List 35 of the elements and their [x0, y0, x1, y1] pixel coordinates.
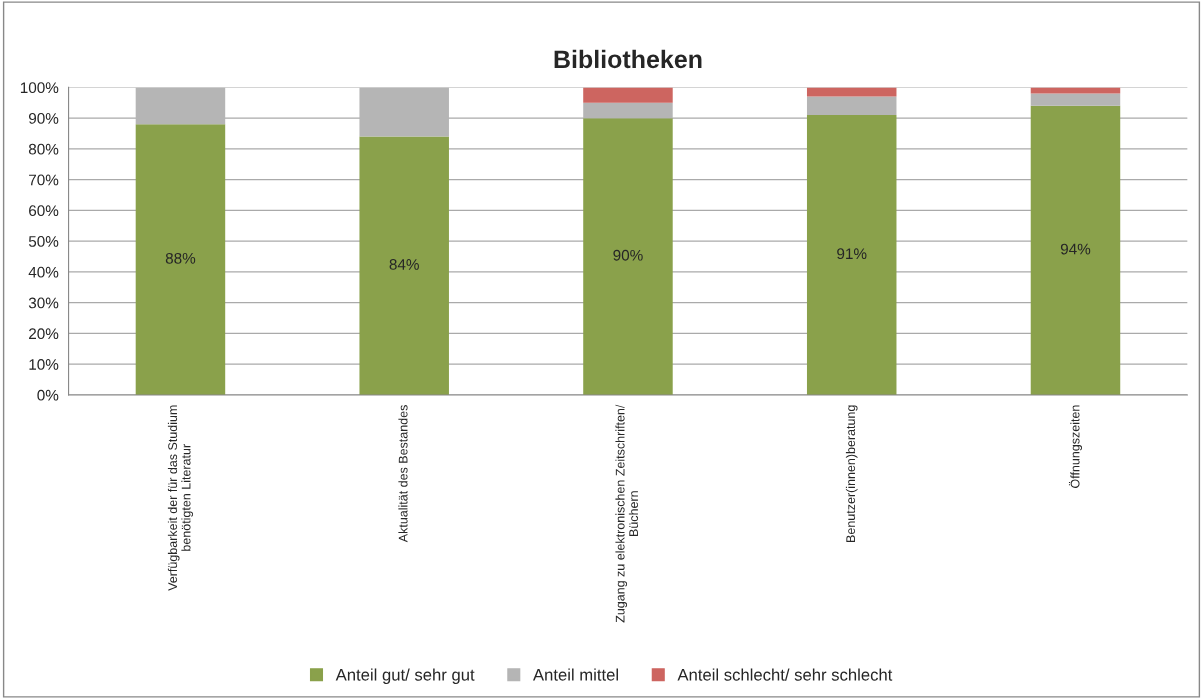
y-tick-label: 40% — [28, 266, 59, 278]
bar — [135, 124, 226, 395]
chart-title: Bibliotheken — [554, 49, 702, 69]
legend-label: Anteil mittel — [532, 668, 618, 681]
y-tick-label: 0% — [37, 389, 59, 401]
y-tick-label: 30% — [28, 297, 59, 309]
bar — [583, 118, 673, 395]
y-tick-label: 50% — [28, 236, 59, 247]
data-label: 84% — [389, 259, 419, 270]
data-label: 88% — [165, 252, 196, 264]
x-tick-label: Benutzer(innen)beratung — [845, 405, 858, 542]
legend-label: Anteil gut/ sehr gut — [335, 668, 475, 684]
bar — [806, 115, 897, 395]
x-tick-label: Verfügbarkeit der für das Studium benötigten Literatur — [167, 405, 194, 591]
bar — [583, 87, 673, 103]
bar — [1030, 87, 1121, 94]
y-tick-label: 80% — [28, 143, 59, 155]
bar — [806, 96, 897, 116]
y-tick-label: 100% — [20, 82, 59, 94]
legend-label: Anteil schlecht/ sehr schlecht — [677, 668, 893, 681]
bar — [1030, 105, 1121, 395]
data-label: 94% — [1060, 243, 1091, 255]
x-tick-label: Öffnungszeiten — [1068, 405, 1083, 488]
data-label: 91% — [837, 248, 867, 260]
y-tick-label: 20% — [29, 328, 59, 340]
y-tick-label: 90% — [28, 113, 59, 124]
y-tick-label: 70% — [29, 174, 59, 186]
bar — [359, 136, 449, 395]
y-tick-label: 60% — [29, 205, 59, 217]
bar — [806, 87, 897, 97]
x-tick-label: Zugang zu elektronischen Zeitschriften/ Büchern — [615, 404, 639, 623]
data-label: 90% — [613, 249, 643, 261]
x-tick-label: Aktualität des Bestandes — [398, 405, 408, 543]
y-tick-label: 10% — [29, 359, 59, 370]
bar — [1030, 93, 1121, 106]
